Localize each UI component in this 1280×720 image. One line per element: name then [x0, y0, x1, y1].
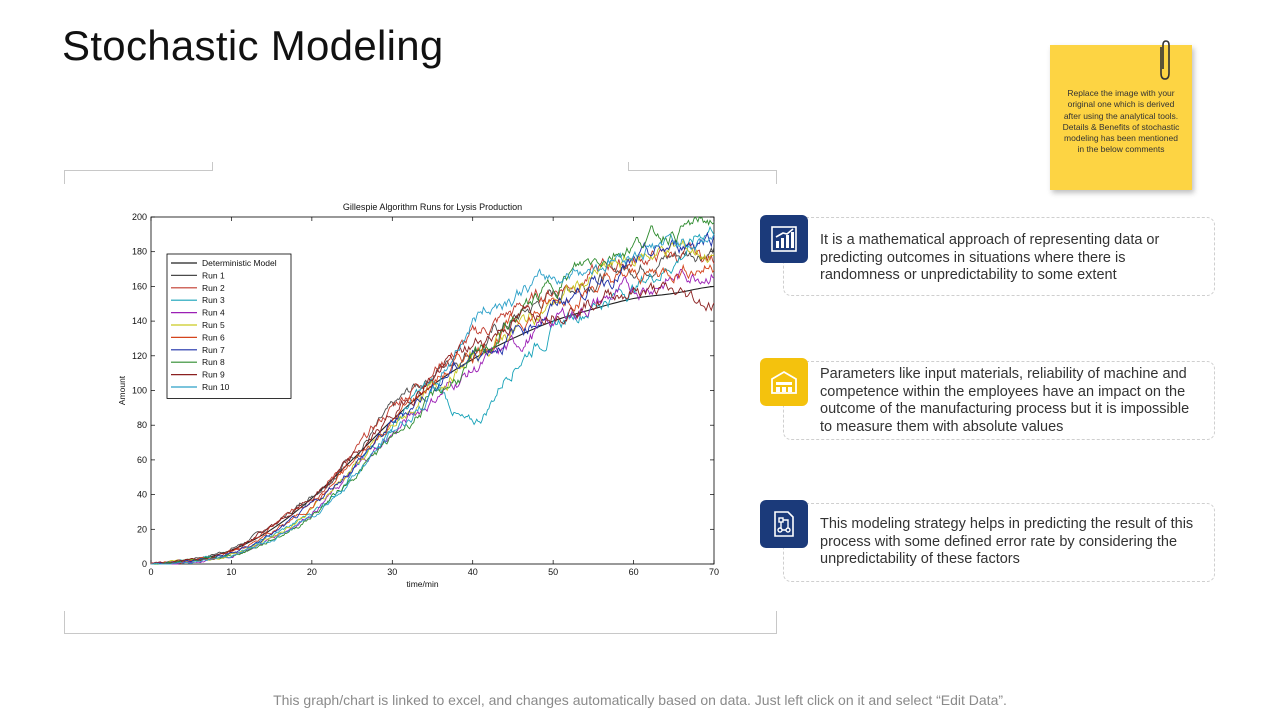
legend-label: Run 8: [202, 357, 225, 367]
y-tick-label: 0: [142, 559, 147, 569]
y-axis-label: Amount: [117, 375, 127, 405]
x-axis-label: time/min: [406, 579, 438, 589]
legend-label: Run 10: [202, 382, 230, 392]
y-tick-label: 60: [137, 455, 147, 465]
legend-label: Run 9: [202, 370, 225, 380]
series-line-run-9: [150, 281, 715, 565]
document-flow-icon: [774, 511, 794, 537]
legend-label: Run 3: [202, 295, 225, 305]
series-line-run-8: [151, 216, 715, 565]
card-2-icon-box: [760, 358, 808, 406]
frame-bottom-left-tick: [64, 611, 65, 633]
lysis-production-chart[interactable]: Gillespie Algorithm Runs for Lysis Produ…: [105, 195, 745, 595]
legend-label: Run 5: [202, 320, 225, 330]
frame-top-right: [628, 170, 777, 171]
y-tick-label: 160: [132, 281, 147, 291]
card-1-text: It is a mathematical approach of represe…: [820, 232, 1160, 283]
x-tick-label: 50: [548, 567, 558, 577]
x-tick-label: 70: [709, 567, 719, 577]
frame-top-left-tick2: [212, 162, 213, 171]
frame-bottom: [64, 633, 777, 634]
y-tick-label: 200: [132, 212, 147, 222]
y-tick-label: 40: [137, 490, 147, 500]
bar-chart-growth-icon: [771, 226, 797, 252]
sticky-note-text: Replace the image with your original one…: [1062, 88, 1180, 155]
y-tick-label: 180: [132, 247, 147, 257]
series-line-run-7: [151, 231, 715, 565]
chart-title: Gillespie Algorithm Runs for Lysis Produ…: [343, 202, 522, 212]
frame-top-right-tick2: [628, 162, 629, 171]
card-2-text: Parameters like input materials, reliabi…: [820, 366, 1190, 435]
sticky-note: Replace the image with your original one…: [1050, 40, 1192, 190]
series-line-run-6: [150, 263, 715, 565]
series-line-run-2: [150, 242, 715, 565]
frame-bottom-right-tick: [776, 611, 777, 633]
frame-top-left: [64, 170, 213, 171]
x-tick-label: 10: [226, 567, 236, 577]
card-3-icon-box: [760, 500, 808, 548]
card-1-icon-box: [760, 215, 808, 263]
card-3-text: This modeling strategy helps in predicti…: [820, 516, 1194, 567]
page-title: Stochastic Modeling: [62, 22, 444, 69]
legend-label: Deterministic Model: [202, 258, 277, 268]
x-tick-label: 60: [629, 567, 639, 577]
y-tick-label: 120: [132, 351, 147, 361]
x-tick-label: 40: [468, 567, 478, 577]
legend-label: Run 1: [202, 270, 225, 280]
legend-label: Run 7: [202, 345, 225, 355]
legend-label: Run 2: [202, 283, 225, 293]
y-tick-label: 140: [132, 316, 147, 326]
y-tick-label: 20: [137, 524, 147, 534]
series-line-run-10: [151, 233, 715, 565]
y-tick-label: 80: [137, 420, 147, 430]
x-tick-label: 0: [148, 567, 153, 577]
frame-top-left-tick: [64, 170, 65, 184]
y-tick-label: 100: [132, 386, 147, 396]
footer-note: This graph/chart is linked to excel, and…: [273, 692, 1007, 708]
paperclip-icon: [1160, 40, 1170, 80]
x-tick-label: 30: [387, 567, 397, 577]
x-tick-label: 20: [307, 567, 317, 577]
frame-top-right-tick: [776, 170, 777, 184]
legend-label: Run 4: [202, 308, 225, 318]
legend-label: Run 6: [202, 332, 225, 342]
factory-icon: [771, 370, 797, 394]
